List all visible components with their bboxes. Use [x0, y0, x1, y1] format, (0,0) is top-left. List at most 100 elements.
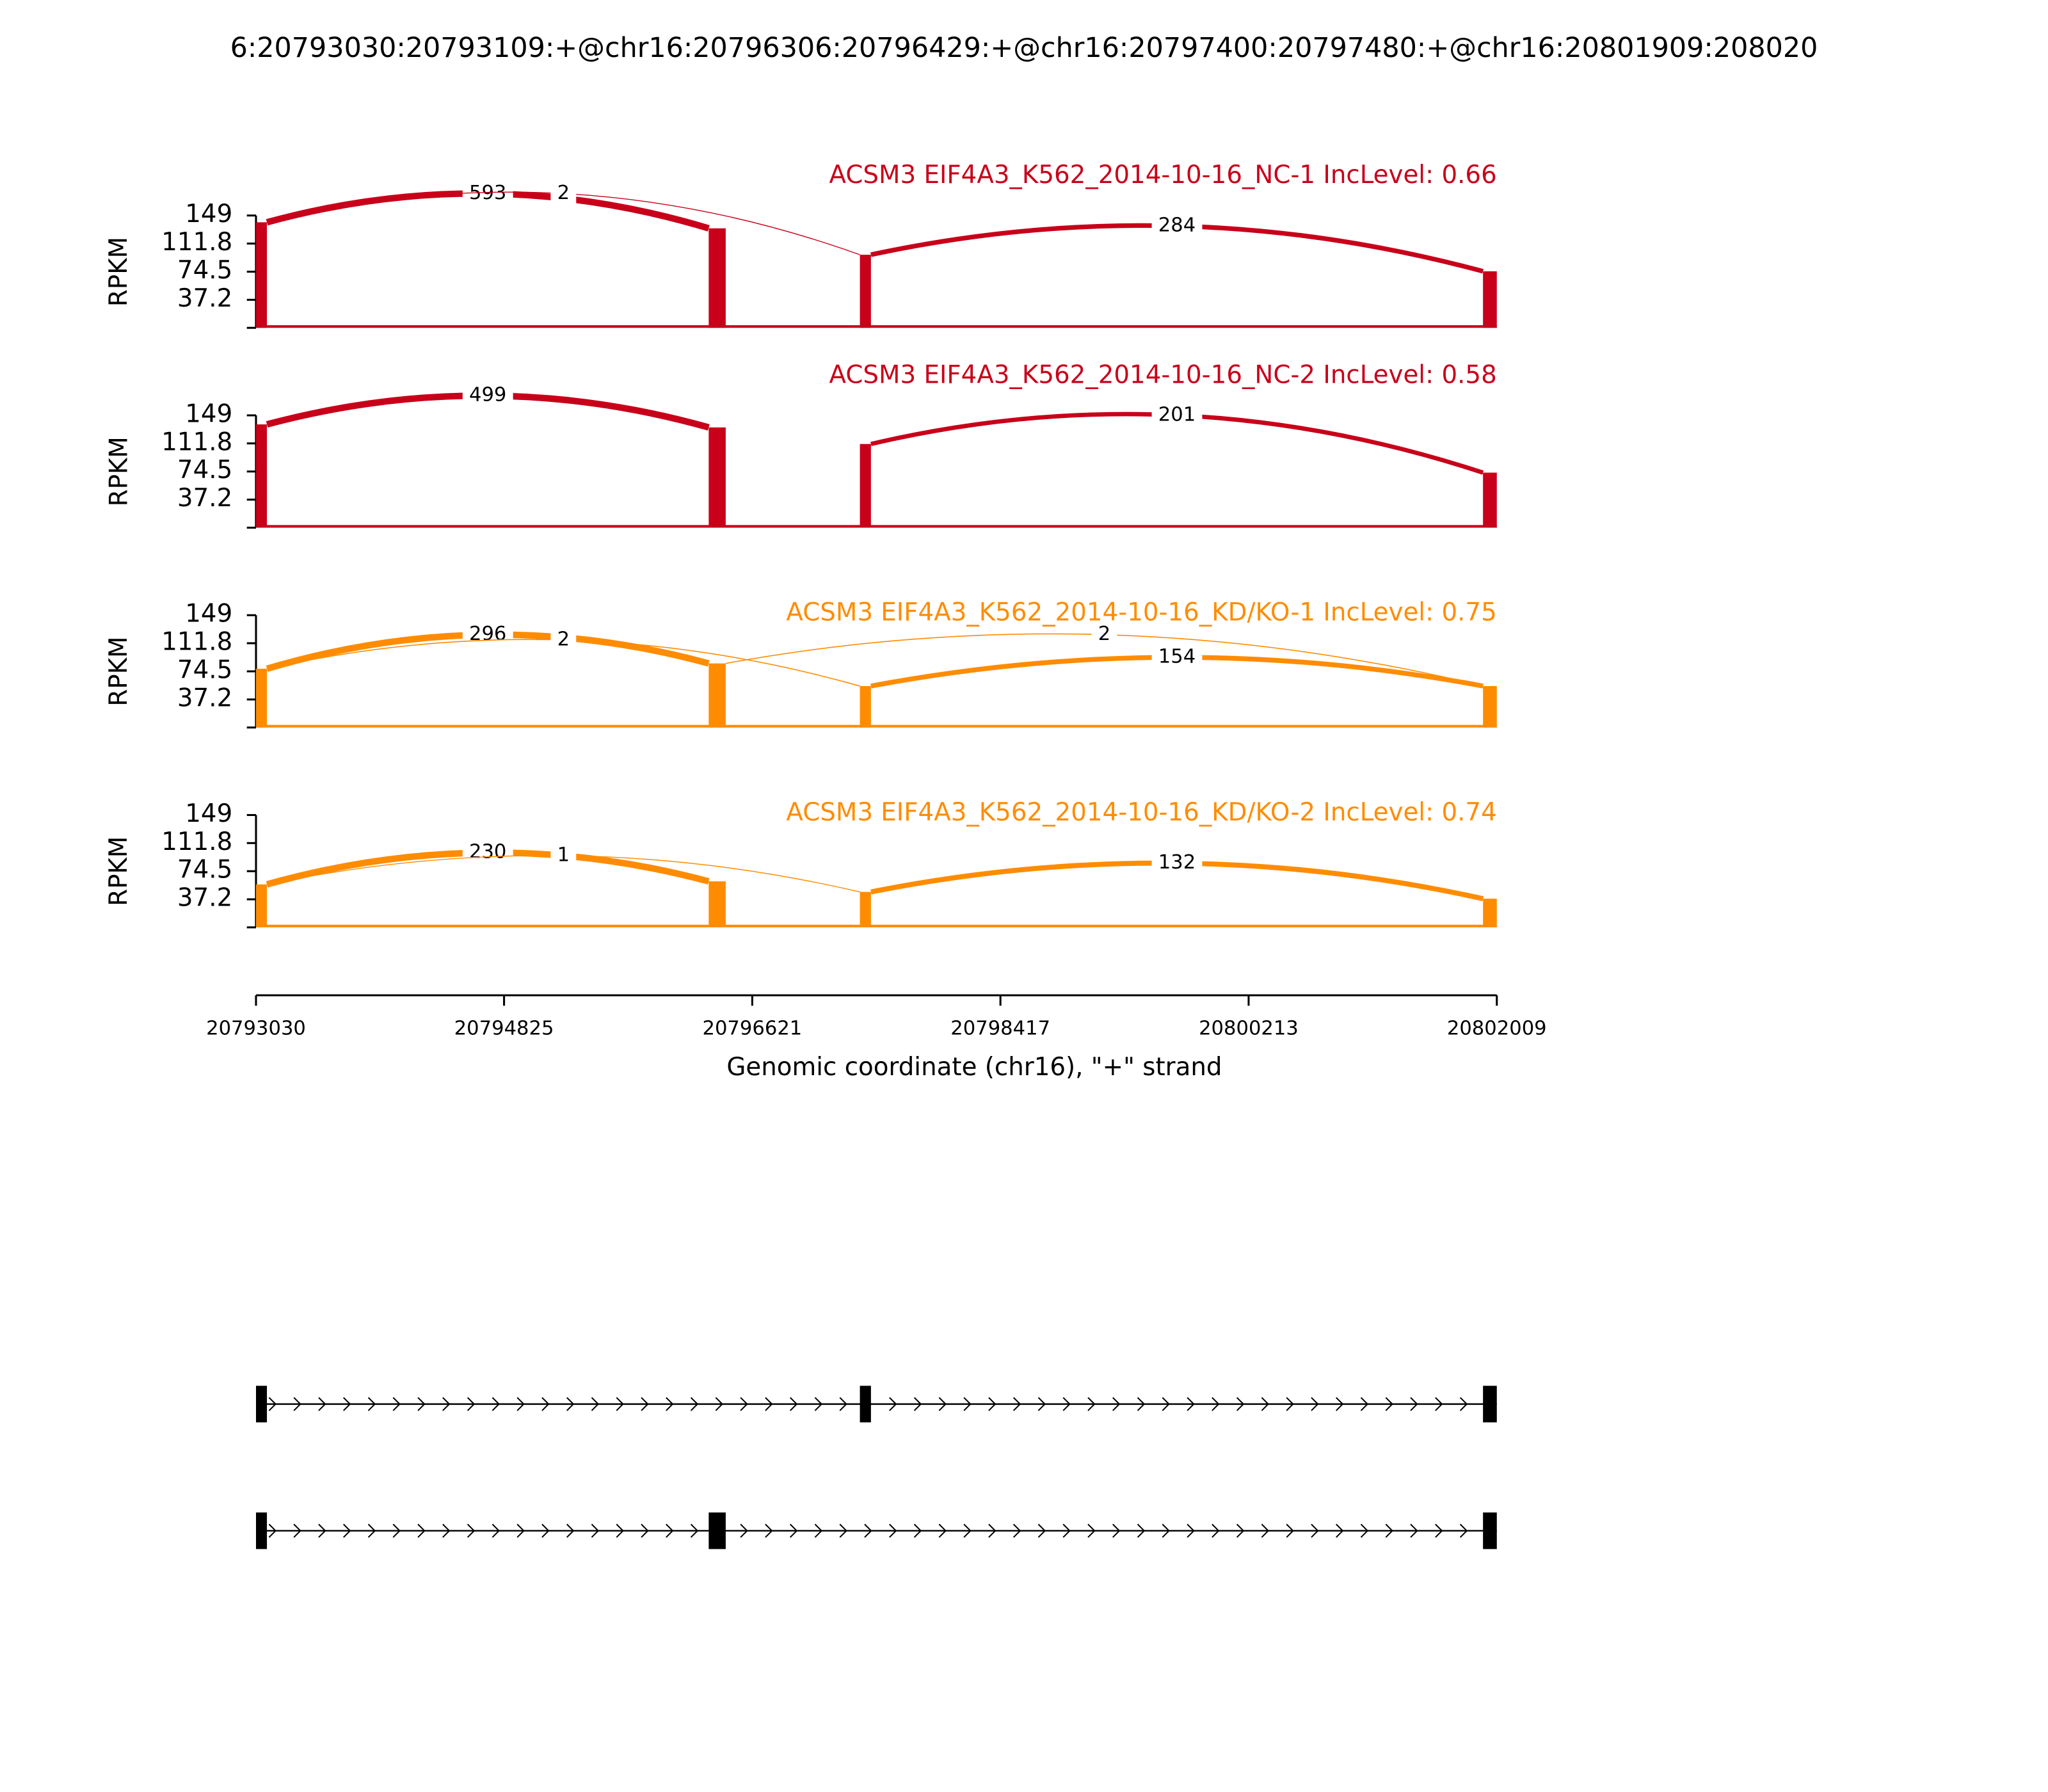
strand-arrow [1261, 1523, 1270, 1538]
strand-arrow [641, 1396, 649, 1411]
y-axis-label: RPKM [104, 836, 133, 906]
strand-arrow [690, 1523, 699, 1538]
strand-arrow [864, 1523, 872, 1538]
strand-arrow [1360, 1396, 1369, 1411]
strand-arrow [938, 1523, 947, 1538]
strand-arrow [417, 1396, 426, 1411]
coverage-bar [708, 427, 726, 528]
junction-label: 2 [557, 628, 570, 650]
strand-arrow [492, 1523, 500, 1538]
strand-arrow [740, 1396, 748, 1411]
strand-arrow [1162, 1396, 1170, 1411]
strand-arrow [318, 1396, 326, 1411]
exon [1483, 1512, 1497, 1549]
strand-arrow [392, 1396, 401, 1411]
y-axis-label: RPKM [104, 636, 133, 706]
y-axis-label: RPKM [104, 436, 133, 506]
strand-arrow [1286, 1396, 1294, 1411]
y-tick-label: 149 [185, 200, 232, 228]
strand-arrow [591, 1523, 600, 1538]
strand-arrow [1286, 1523, 1294, 1538]
strand-arrow [541, 1523, 550, 1538]
y-tick-label: 111.8 [161, 628, 232, 657]
coverage-bar [256, 424, 268, 528]
panel-title: ACSM3 EIF4A3_K562_2014-10-16_KD/KO-1 Inc… [786, 598, 1496, 627]
strand-arrow [591, 1396, 600, 1411]
strand-arrow [343, 1396, 351, 1411]
junction-label: 1 [557, 844, 570, 866]
strand-arrow [1311, 1523, 1319, 1538]
junction-label: 284 [1158, 214, 1196, 237]
strand-arrow [988, 1523, 996, 1538]
junction-label: 154 [1158, 646, 1196, 668]
x-tick-label: 20794825 [454, 1018, 554, 1040]
strand-arrow [1137, 1523, 1146, 1538]
strand-arrow [913, 1523, 922, 1538]
strand-arrow [765, 1396, 773, 1411]
strand-arrow [1062, 1523, 1071, 1538]
junction-label: 2 [1098, 623, 1110, 645]
strand-arrow [963, 1396, 972, 1411]
y-tick-label: 149 [185, 399, 232, 428]
strand-arrow [740, 1523, 748, 1538]
x-tick-label: 20800213 [1199, 1018, 1299, 1040]
strand-arrow [268, 1396, 277, 1411]
strand-arrow [1087, 1396, 1096, 1411]
strand-arrow [889, 1396, 897, 1411]
strand-arrow [616, 1523, 624, 1538]
strand-arrow [1336, 1396, 1344, 1411]
y-tick-label: 37.2 [177, 884, 232, 913]
strand-arrow [516, 1523, 525, 1538]
strand-arrow [1212, 1523, 1220, 1538]
strand-arrow [293, 1396, 301, 1411]
strand-arrow [715, 1396, 724, 1411]
strand-arrow [839, 1523, 847, 1538]
strand-arrow [318, 1523, 326, 1538]
junction-label-bg [550, 842, 577, 868]
strand-arrow [566, 1523, 575, 1538]
strand-arrow [566, 1396, 575, 1411]
junction-label: 132 [1158, 851, 1196, 874]
strand-arrow [1236, 1396, 1245, 1411]
y-tick-label: 74.5 [177, 456, 232, 484]
strand-arrow [1385, 1523, 1393, 1538]
x-tick-label: 20796621 [702, 1018, 802, 1040]
junction-label: 230 [469, 841, 506, 863]
strand-arrow [1311, 1396, 1319, 1411]
junction-label-bg [1151, 644, 1203, 669]
strand-arrow [1187, 1396, 1195, 1411]
strand-arrow [789, 1396, 798, 1411]
y-tick-label: 37.2 [177, 684, 232, 712]
strand-arrow [1037, 1396, 1046, 1411]
strand-arrow [1112, 1396, 1121, 1411]
strand-arrow [392, 1523, 401, 1538]
junction-label-bg [1091, 621, 1117, 647]
strand-arrow [541, 1396, 550, 1411]
strand-arrow [1137, 1396, 1146, 1411]
junction-label: 499 [469, 384, 506, 406]
junction-label-bg [550, 627, 577, 652]
strand-arrow [765, 1523, 773, 1538]
strand-arrow [938, 1396, 947, 1411]
junction-label-bg [462, 621, 513, 647]
junction-label-bg [462, 382, 513, 408]
coverage-bar [256, 222, 268, 328]
strand-arrow [367, 1523, 376, 1538]
strand-arrow [1410, 1523, 1418, 1538]
junction-label-bg [1151, 850, 1203, 876]
strand-arrow [1087, 1523, 1096, 1538]
strand-arrow [1236, 1523, 1245, 1538]
coverage-bar [860, 254, 871, 328]
coverage-bar [708, 228, 726, 328]
coverage-bar [860, 685, 871, 728]
y-tick-label: 149 [185, 799, 232, 828]
strand-arrow [641, 1523, 649, 1538]
strand-arrow [1112, 1523, 1121, 1538]
junction-label-bg [462, 839, 513, 865]
strand-arrow [1187, 1523, 1195, 1538]
coverage-bar [860, 892, 871, 927]
strand-arrow [1459, 1396, 1468, 1411]
strand-arrow [1261, 1396, 1270, 1411]
